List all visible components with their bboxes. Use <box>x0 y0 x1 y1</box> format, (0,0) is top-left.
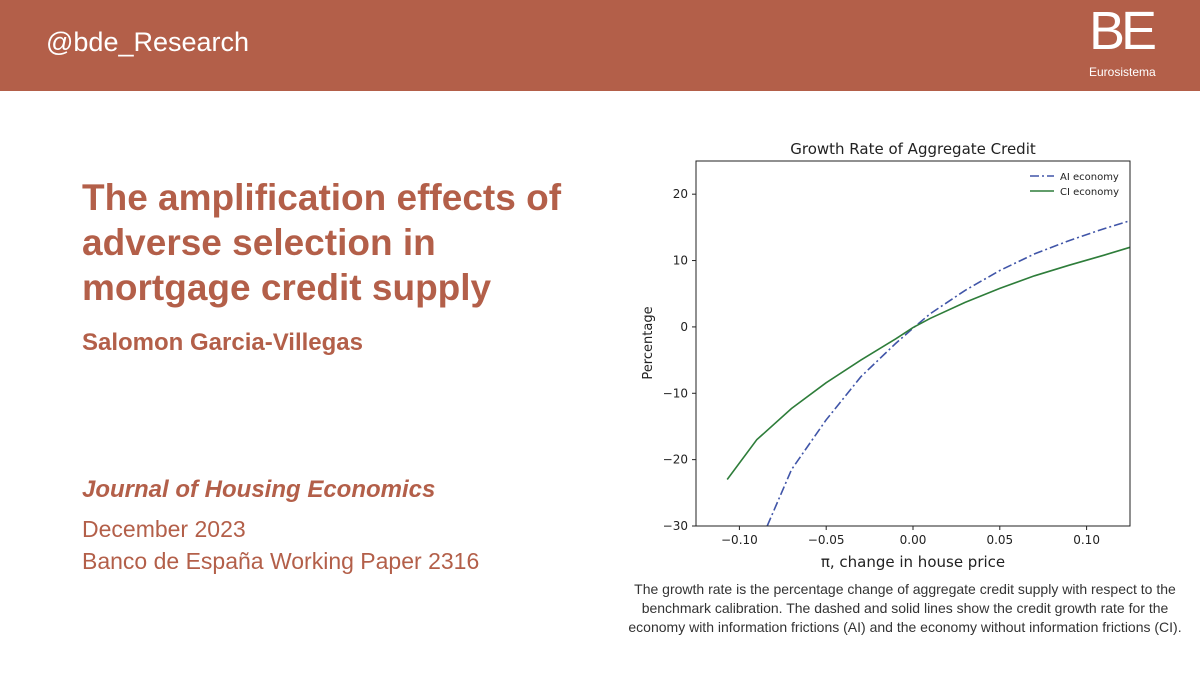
x-tick-label: 0.05 <box>986 533 1013 547</box>
paper-author: Salomon Garcia-Villegas <box>82 329 364 356</box>
y-tick-label: 20 <box>673 187 688 201</box>
legend: AI economy CI economy <box>1030 172 1119 198</box>
series-line-ai <box>766 219 1131 527</box>
credit-growth-chart: Growth Rate of Aggregate Credit 20 10 0 −10… <box>641 140 1131 571</box>
y-axis-ticks: 20 10 0 −10 −20 −30 <box>663 187 696 533</box>
x-tick-label: −0.05 <box>808 533 845 547</box>
logo-subtitle: Eurosistema <box>1089 65 1156 79</box>
logo-mark: BE <box>1089 1 1157 61</box>
x-axis-ticks: −0.10 −0.05 0.00 0.05 0.10 <box>721 526 1100 547</box>
legend-label-ai: AI economy <box>1060 172 1119 183</box>
y-tick-label: 0 <box>680 320 688 334</box>
x-tick-label: 0.10 <box>1073 533 1100 547</box>
y-tick-label: −20 <box>663 453 688 467</box>
header-banner: @bde_Research BE Eurosistema <box>0 0 1200 91</box>
banco-de-espana-logo: BE Eurosistema <box>1085 4 1175 80</box>
y-axis-label: Percentage <box>641 306 656 379</box>
working-paper-reference: Banco de España Working Paper 2316 <box>82 548 480 574</box>
plot-frame <box>695 160 1131 527</box>
figure-caption: The growth rate is the percentage change… <box>628 581 1182 635</box>
paper-title: The amplification effects of adverse sel… <box>82 177 562 308</box>
y-tick-label: −30 <box>663 519 688 533</box>
journal-name: Journal of Housing Economics <box>82 476 436 503</box>
series-line-ci <box>726 246 1131 480</box>
series-lines <box>726 219 1131 527</box>
legend-label-ci: CI economy <box>1060 187 1119 198</box>
twitter-handle: @bde_Research <box>46 27 250 57</box>
x-tick-label: −0.10 <box>721 533 758 547</box>
y-tick-label: 10 <box>673 254 688 268</box>
x-axis-label: π, change in house price <box>821 553 1005 571</box>
y-tick-label: −10 <box>663 386 688 400</box>
x-tick-label: 0.00 <box>900 533 927 547</box>
chart-title: Growth Rate of Aggregate Credit <box>790 140 1036 158</box>
publication-date: December 2023 <box>82 516 246 542</box>
